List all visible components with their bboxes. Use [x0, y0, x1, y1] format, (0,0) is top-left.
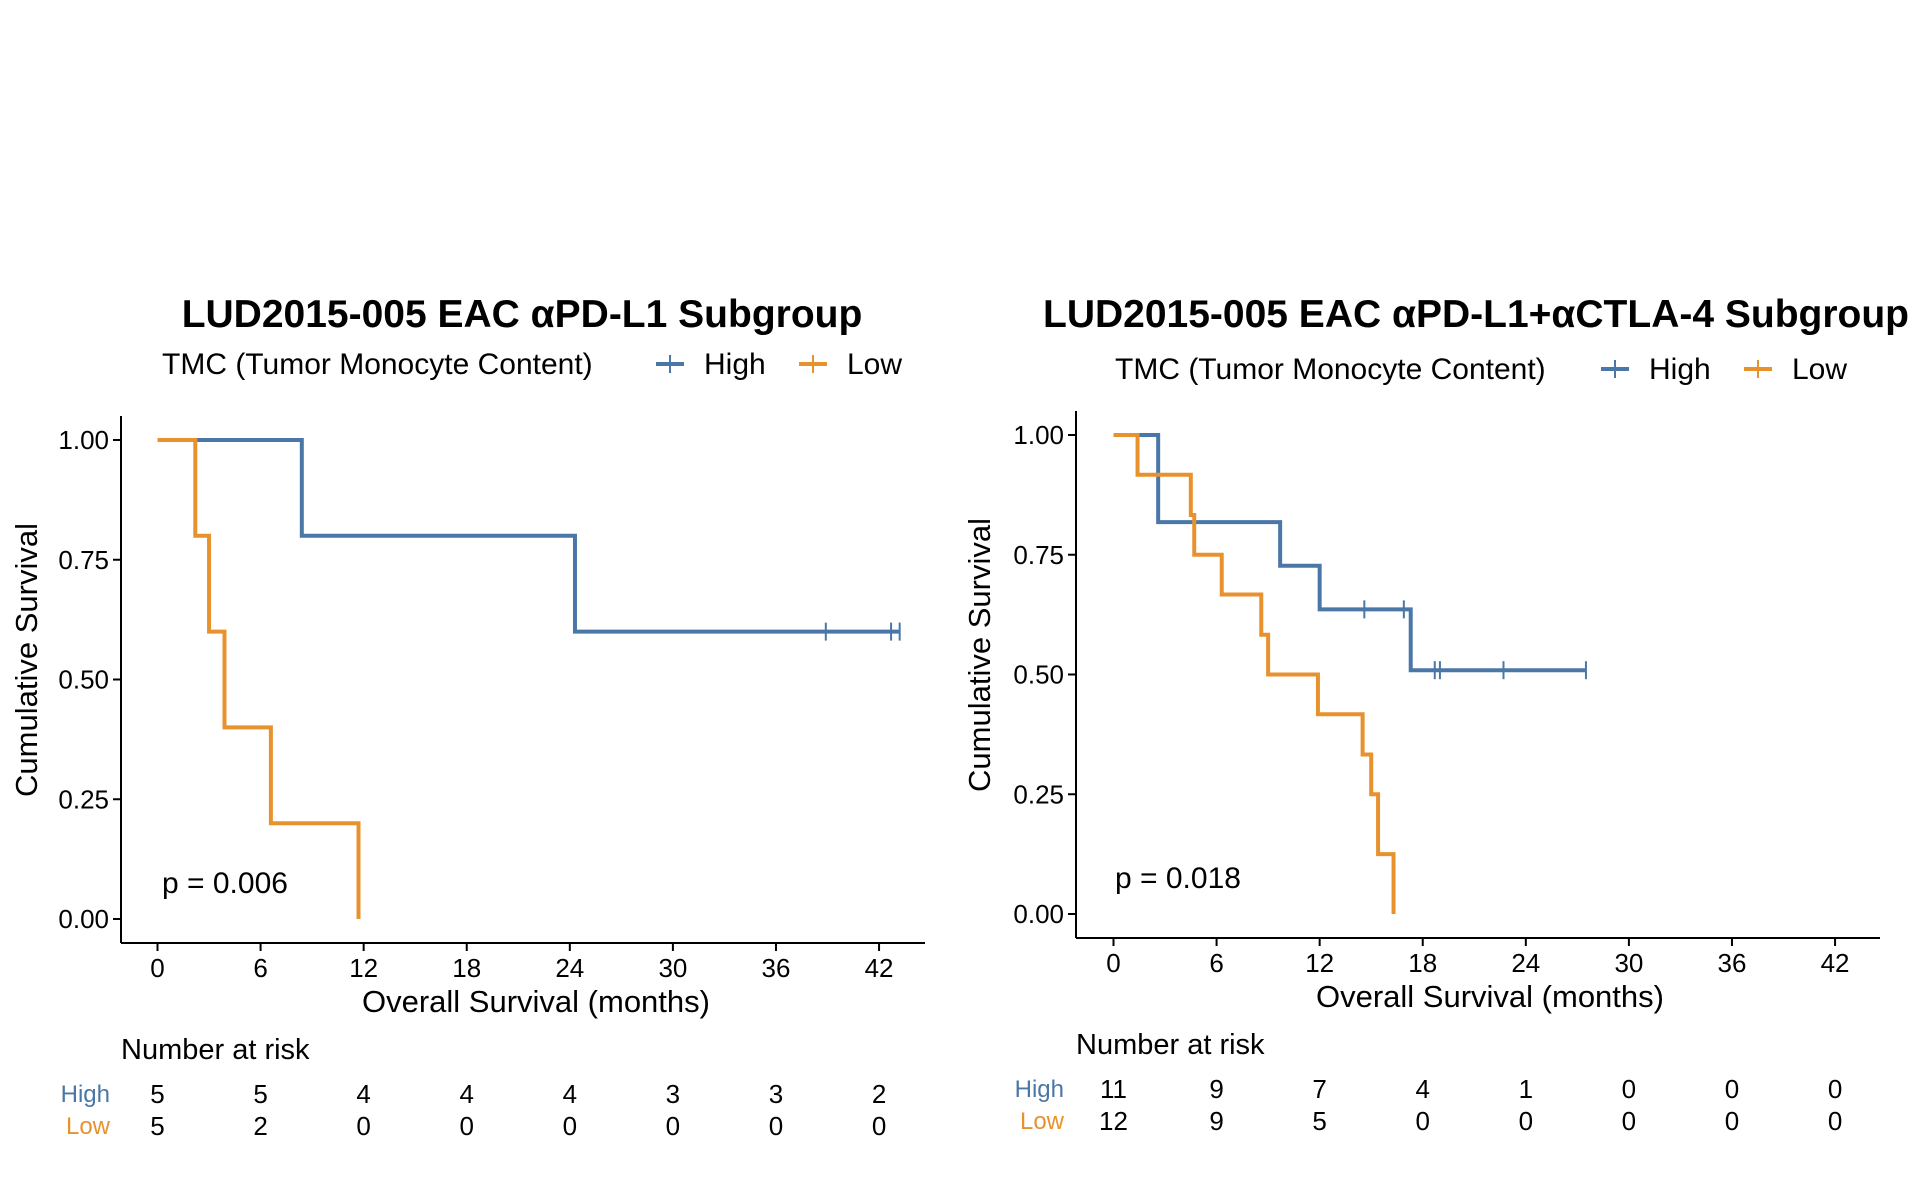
- x-tick-label: 0: [150, 953, 164, 983]
- chart-title: LUD2015-005 EAC αPD-L1 Subgroup: [182, 293, 863, 336]
- km-curve-low: [157, 438, 361, 919]
- risk-count-high: 5: [253, 1079, 267, 1109]
- risk-count-low: 0: [1828, 1106, 1842, 1136]
- risk-count-high: 0: [1725, 1074, 1739, 1104]
- km-panel-apdl1-actla4: LUD2015-005 EAC αPD-L1+αCTLA-4 Subgroup …: [962, 293, 1909, 1136]
- risk-table-title: Number at risk: [121, 1034, 310, 1066]
- risk-count-high: 3: [666, 1079, 680, 1109]
- x-tick-label: 24: [555, 953, 584, 983]
- risk-count-high: 0: [1622, 1074, 1636, 1104]
- x-tick-label: 18: [452, 953, 481, 983]
- risk-table: 11 9 7 4 1 0 0 012 9 5 0 0 0 0 0: [1099, 1074, 1842, 1136]
- y-tick-label: 0.00: [58, 904, 109, 934]
- y-axis-label: Cumulative Survival: [962, 518, 997, 792]
- risk-count-high: 2: [872, 1079, 886, 1109]
- x-tick-label: 36: [762, 953, 791, 983]
- risk-count-high: 1: [1519, 1074, 1533, 1104]
- x-tick-label: 42: [865, 953, 894, 983]
- legend-title: TMC (Tumor Monocyte Content): [162, 348, 593, 381]
- km-panel-apdl1: LUD2015-005 EAC αPD-L1 Subgroup TMC (Tum…: [9, 293, 925, 1141]
- y-tick-label: 0.75: [1013, 540, 1064, 570]
- y-axis-label: Cumulative Survival: [9, 523, 44, 797]
- risk-count-low: 5: [1312, 1106, 1326, 1136]
- p-value: p = 0.018: [1115, 862, 1241, 895]
- risk-label-low: Low: [66, 1113, 111, 1140]
- risk-count-high: 4: [460, 1079, 474, 1109]
- x-tick-label: 42: [1821, 948, 1850, 978]
- risk-count-low: 0: [563, 1111, 577, 1141]
- risk-count-low: 0: [356, 1111, 370, 1141]
- legend-low-label: Low: [1792, 353, 1847, 386]
- legend-high-label: High: [1649, 353, 1711, 386]
- km-curve-low: [1113, 433, 1396, 914]
- x-tick-label: 30: [1614, 948, 1643, 978]
- risk-label-low: Low: [1020, 1108, 1065, 1135]
- y-tick-label: 0.25: [58, 784, 109, 814]
- risk-count-high: 4: [1416, 1074, 1430, 1104]
- plot-area: 0.00 0.25 0.50 0.75 1.00 0 6 12 18 24 30 36 42: [58, 416, 925, 983]
- x-tick-label: 30: [658, 953, 687, 983]
- y-tick-label: 1.00: [1013, 420, 1064, 450]
- risk-count-high: 0: [1828, 1074, 1842, 1104]
- risk-count-high: 9: [1209, 1074, 1223, 1104]
- risk-count-high: 3: [769, 1079, 783, 1109]
- y-tick-label: 1.00: [58, 425, 109, 455]
- risk-count-low: 0: [769, 1111, 783, 1141]
- y-tick-label: 0.50: [1013, 660, 1064, 690]
- x-axis-label: Overall Survival (months): [1316, 979, 1664, 1014]
- y-tick-label: 0.50: [58, 665, 109, 695]
- km-curve-high: [157, 438, 900, 634]
- p-value: p = 0.006: [162, 867, 288, 900]
- legend-low-label: Low: [847, 348, 902, 381]
- x-tick-label: 6: [1209, 948, 1223, 978]
- plot-area: 0.00 0.25 0.50 0.75 1.00 0 6 12 18 24 30 36 42: [1013, 411, 1880, 978]
- risk-count-low: 0: [1622, 1106, 1636, 1136]
- risk-count-low: 0: [1519, 1106, 1533, 1136]
- risk-table: 5 5 4 4 4 3 3 25 2 0 0 0 0 0 0: [150, 1079, 886, 1141]
- x-tick-label: 18: [1408, 948, 1437, 978]
- x-tick-label: 12: [1305, 948, 1334, 978]
- risk-count-high: 4: [563, 1079, 577, 1109]
- km-curve-high: [1113, 433, 1586, 673]
- chart-title: LUD2015-005 EAC αPD-L1+αCTLA-4 Subgroup: [1043, 293, 1909, 336]
- y-tick-label: 0.25: [1013, 779, 1064, 809]
- x-tick-label: 6: [253, 953, 267, 983]
- x-tick-label: 36: [1718, 948, 1747, 978]
- legend-high-label: High: [704, 348, 766, 381]
- risk-label-high: High: [61, 1081, 110, 1108]
- x-axis-label: Overall Survival (months): [362, 984, 710, 1019]
- risk-count-low: 0: [1725, 1106, 1739, 1136]
- risk-count-high: 4: [356, 1079, 370, 1109]
- risk-count-high: 11: [1100, 1074, 1127, 1104]
- risk-count-low: 5: [150, 1111, 164, 1141]
- risk-count-low: 0: [666, 1111, 680, 1141]
- risk-count-high: 7: [1312, 1074, 1326, 1104]
- risk-count-low: 12: [1099, 1106, 1128, 1136]
- legend-title: TMC (Tumor Monocyte Content): [1115, 353, 1546, 386]
- x-tick-label: 12: [349, 953, 378, 983]
- risk-table-title: Number at risk: [1076, 1029, 1265, 1061]
- x-tick-label: 0: [1106, 948, 1120, 978]
- y-tick-label: 0.75: [58, 545, 109, 575]
- risk-count-low: 0: [1416, 1106, 1430, 1136]
- y-tick-label: 0.00: [1013, 899, 1064, 929]
- risk-count-high: 5: [150, 1079, 164, 1109]
- risk-count-low: 0: [460, 1111, 474, 1141]
- x-tick-label: 24: [1511, 948, 1540, 978]
- risk-count-low: 0: [872, 1111, 886, 1141]
- risk-label-high: High: [1015, 1076, 1064, 1103]
- risk-count-low: 2: [253, 1111, 267, 1141]
- risk-count-low: 9: [1209, 1106, 1223, 1136]
